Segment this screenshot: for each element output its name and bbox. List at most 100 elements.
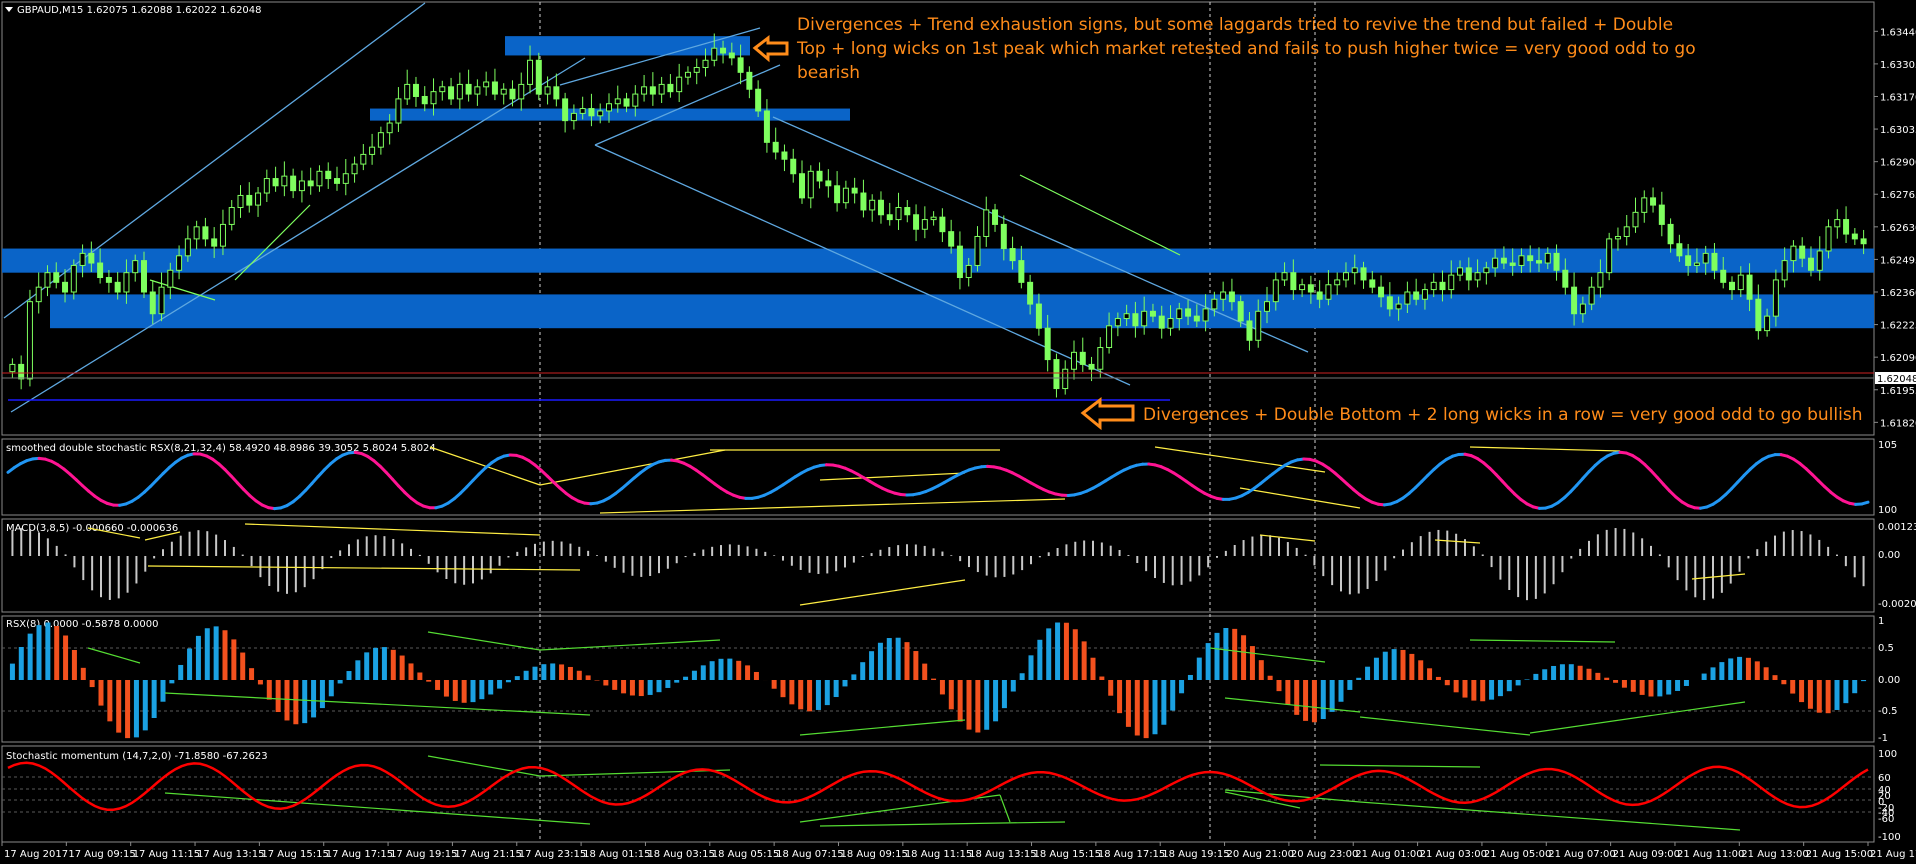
price-tick-label: 1.62630	[1880, 223, 1916, 234]
time-tick-label: 17 Aug 23:15	[519, 849, 586, 860]
candle-body	[1421, 289, 1428, 300]
candle-body	[202, 226, 209, 240]
rsx-panel[interactable]	[1, 615, 1875, 743]
candle-body	[614, 98, 621, 105]
price-tick-label: 1.62900	[1880, 158, 1916, 169]
candle-body	[1729, 281, 1736, 291]
candle-body	[1395, 303, 1402, 310]
candle-body	[1851, 233, 1858, 240]
price-axis: 1.63440 1.63305 1.63170 1.63035 1.62900 1.627…	[1874, 27, 1916, 429]
time-tick-label: 18 Aug 15:15	[1034, 849, 1101, 860]
candle-body	[263, 178, 270, 194]
candle-body	[1228, 291, 1235, 303]
candle-body	[1088, 363, 1095, 370]
svg-text:0.00: 0.00	[1878, 550, 1900, 561]
candle-body	[500, 88, 507, 95]
candle-body	[377, 132, 384, 148]
ind3-divergence-lines	[87, 631, 1746, 736]
macd-panel[interactable]	[1, 518, 1875, 613]
candle-body	[1342, 272, 1349, 281]
candle-body	[1193, 315, 1200, 322]
ind4-curve	[7, 761, 1869, 811]
candle-body	[176, 255, 183, 271]
candle-body	[1185, 308, 1192, 317]
annotation-bottom: Divergences + Double Bottom + 2 long wic…	[1143, 405, 1862, 425]
candle-body	[193, 226, 200, 240]
candle-body	[1588, 286, 1595, 305]
ind3-bars	[9, 622, 1867, 739]
candle-body	[1623, 226, 1630, 237]
svg-text:105: 105	[1878, 440, 1897, 451]
candle-body	[1062, 368, 1069, 390]
candle-body	[1843, 219, 1850, 235]
price-tick-label: 1.62225	[1880, 321, 1916, 332]
candle-body	[720, 47, 727, 54]
price-panel[interactable]	[1, 1, 1875, 436]
svg-text:100: 100	[1878, 749, 1897, 760]
price-tick-label: 1.62360	[1880, 288, 1916, 299]
svg-text:0.5: 0.5	[1878, 643, 1894, 654]
candle-body	[834, 185, 841, 204]
candle-body	[404, 83, 411, 100]
candle-body	[421, 95, 428, 105]
candle-body	[132, 260, 139, 274]
candle-body	[386, 122, 393, 134]
candle-body	[184, 238, 191, 257]
ind3-axis: 1 0.5 0.00 -0.5 -1	[1878, 616, 1900, 744]
candle-body	[1167, 318, 1174, 329]
candle-body	[1492, 257, 1499, 269]
svg-text:-20: -20	[1878, 803, 1894, 814]
rsx-stoch-panel[interactable]	[1, 438, 1875, 516]
candle-body	[1237, 301, 1244, 322]
candle-body	[518, 83, 525, 100]
candle-body	[1149, 310, 1156, 317]
candle-body	[1430, 281, 1437, 291]
candle-body	[281, 175, 288, 187]
candle-body	[1518, 255, 1525, 266]
candle-body	[1597, 272, 1604, 288]
time-tick-label: 18 Aug 03:15	[647, 849, 714, 860]
stoch-segment	[310, 475, 320, 486]
candle-body	[149, 291, 156, 315]
candle-body	[44, 272, 51, 288]
candle-body	[562, 98, 569, 122]
svg-text:0: 0	[1878, 797, 1884, 808]
candle-body	[1772, 279, 1779, 317]
stoch-segment	[1730, 480, 1740, 491]
stoch-segment	[235, 481, 246, 491]
stoch-segment	[1661, 482, 1672, 493]
candle-body	[948, 231, 955, 247]
price-tick-label: 1.63035	[1880, 125, 1916, 136]
time-tick-label: 17 Aug 2017	[4, 849, 68, 860]
candle-body	[799, 173, 806, 199]
candle-body	[18, 363, 25, 380]
candle-body	[544, 86, 551, 95]
time-tick-label: 18 Aug 07:15	[776, 849, 843, 860]
candle-body	[316, 170, 323, 187]
svg-text:-100: -100	[1878, 832, 1901, 843]
candle-body	[351, 163, 358, 175]
candle-body	[342, 173, 349, 184]
candle-body	[1527, 255, 1534, 262]
candle-body	[1272, 279, 1279, 303]
svg-text:Divergences + Trend exhaustion: Divergences + Trend exhaustion signs, bu…	[797, 15, 1673, 35]
candle-body	[790, 158, 797, 175]
candle-body	[667, 83, 674, 93]
current-price-label: 1.62048	[1875, 372, 1916, 385]
time-tick-label: 18 Aug 19:15	[1162, 849, 1229, 860]
panel-frames	[1, 1, 1875, 843]
candle-body	[1044, 327, 1051, 361]
candle-body	[1202, 308, 1209, 322]
ind4-axis: 100 60 40 20 0 -20 -40 -60 -100	[1878, 749, 1901, 843]
candle-body	[246, 194, 253, 206]
time-tick-label: 18 Aug 17:15	[1098, 849, 1165, 860]
stoch-segment	[1568, 483, 1579, 494]
candle-body	[1246, 320, 1253, 341]
stoch-momentum-panel[interactable]	[1, 745, 1875, 843]
candle-body	[430, 91, 437, 105]
sr-zone	[2, 248, 1874, 273]
candle-body	[588, 108, 595, 117]
candle-body	[921, 219, 928, 230]
candle-body	[597, 110, 604, 117]
